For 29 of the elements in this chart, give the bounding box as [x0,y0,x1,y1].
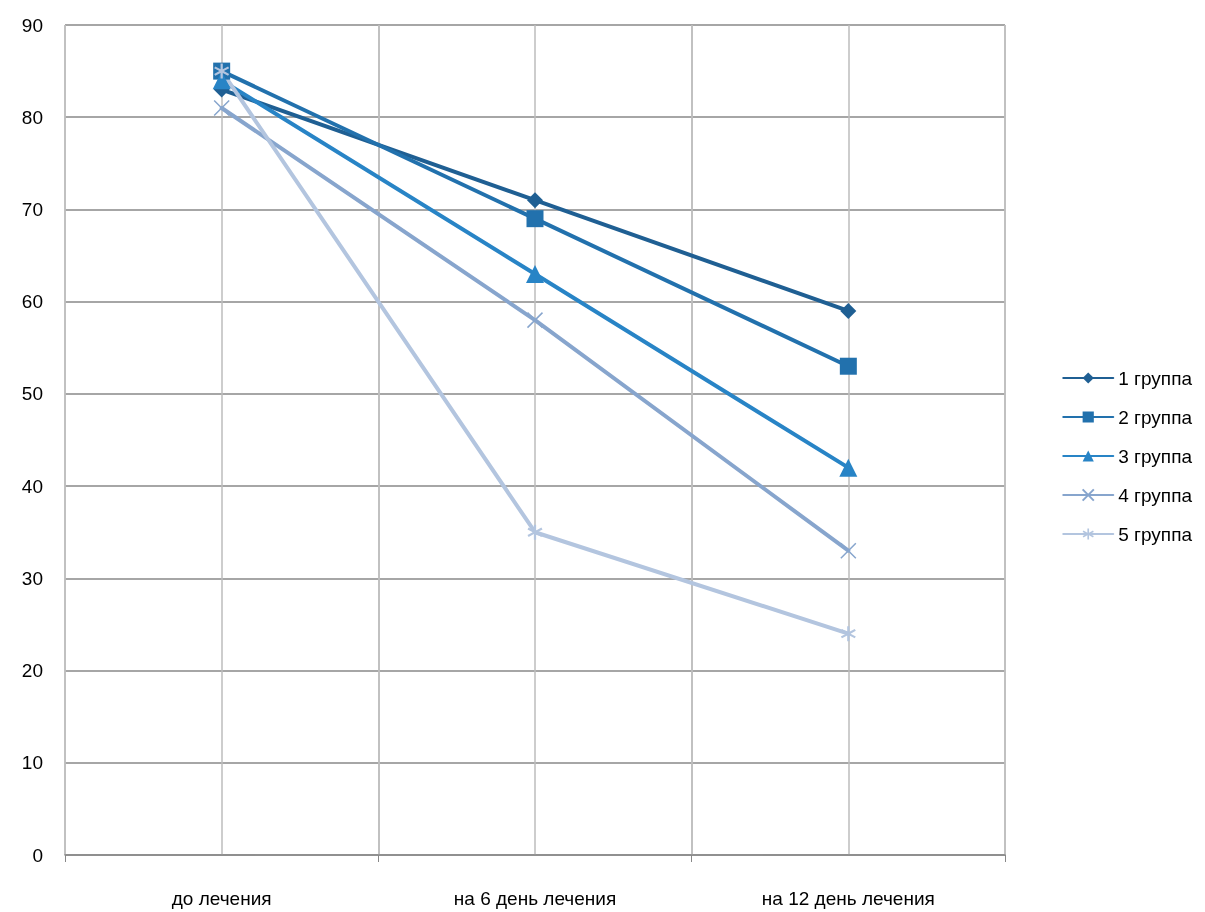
x-tick-label: на 6 день лечения [453,888,617,909]
point [526,210,544,228]
y-tick-label: 30 [21,567,43,589]
point [839,458,858,477]
point [840,626,856,642]
point [526,265,544,283]
y-tick-label: 20 [21,660,43,682]
legend-label: 2 группа [1118,406,1193,428]
y-tick-label: 80 [21,106,43,128]
point [840,302,857,319]
legend-label: 4 группа [1118,484,1193,506]
x-tick-label: на 12 день лечения [761,888,935,909]
legend-label: 5 группа [1118,523,1193,545]
legend-label: 3 группа [1118,445,1193,467]
y-tick-label: 50 [21,383,43,405]
y-tick-label: 10 [21,752,43,774]
point [840,542,857,559]
point [839,357,857,375]
legend-label: 1 группа [1118,367,1193,389]
point [527,192,543,209]
point [213,99,230,117]
x-tick-label: до лечения [171,888,272,909]
y-tick-label: 0 [32,844,43,866]
point [526,311,544,329]
y-tick-label: 60 [21,291,43,313]
y-tick-label: 70 [21,198,43,220]
y-tick-label: 90 [21,14,43,36]
point [527,524,543,540]
y-tick-label: 40 [21,475,43,497]
